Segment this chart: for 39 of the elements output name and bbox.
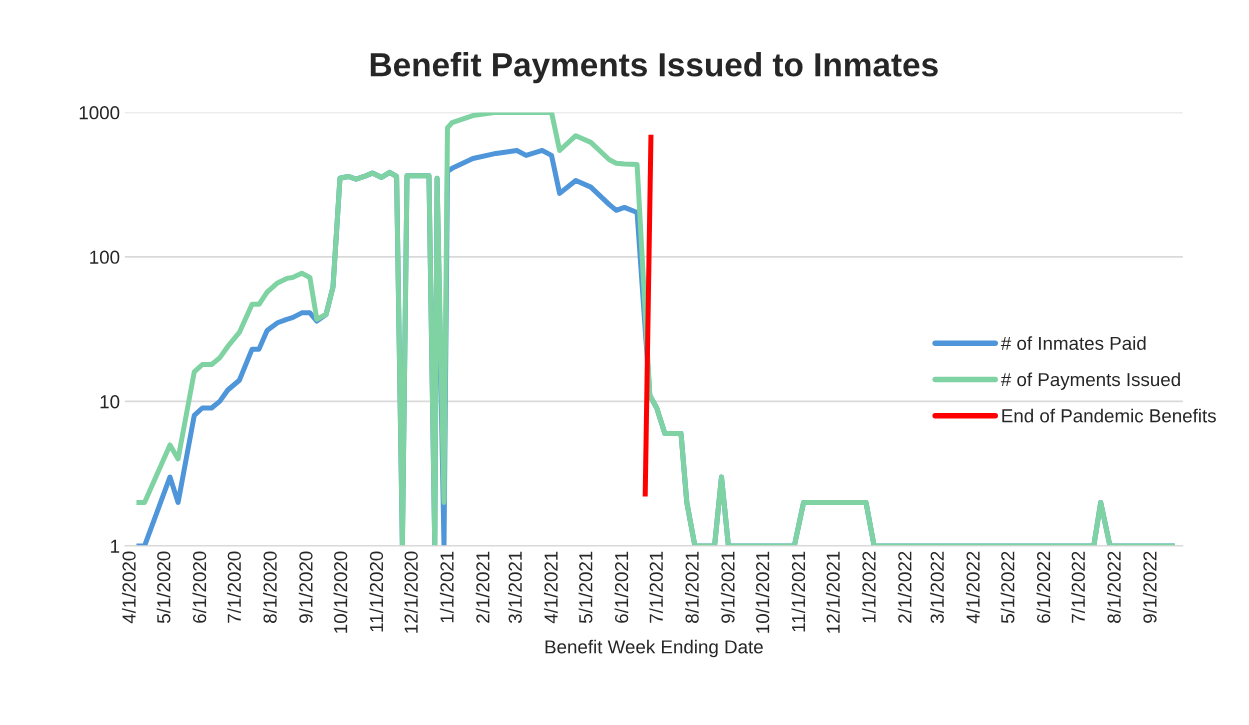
x-tick-label: 4/1/2022	[965, 551, 980, 624]
x-tick-label: 9/1/2021	[720, 551, 735, 623]
x-tick-label: 3/1/2022	[930, 551, 944, 624]
x-tick-label: 2/1/2022	[897, 551, 912, 623]
x-tick-label: 4/1/2021	[543, 551, 558, 624]
x-tick-label: 6/1/2022	[1036, 551, 1051, 623]
x-tick-label: 8/1/2022	[1107, 551, 1121, 623]
y-tick-label: 10	[100, 395, 120, 409]
x-tick-label: 11/1/2021	[791, 551, 806, 632]
x-tick-label: 9/1/2022	[1142, 551, 1157, 623]
x-tick-label: 7/1/2020	[227, 551, 241, 623]
x-tick-label: 12/1/2021	[826, 551, 840, 633]
y-tick-label: 100	[90, 250, 120, 264]
x-tick-label: 1/1/2022	[861, 551, 876, 623]
x-tick-label: 10/1/2021	[755, 551, 770, 633]
x-tick-label: 1/1/2021	[439, 551, 454, 623]
legend-label: End of Pandemic Benefits	[1002, 408, 1216, 423]
x-tick-label: 7/1/2021	[649, 551, 663, 623]
x-tick-label: 7/1/2022	[1071, 551, 1085, 623]
x-tick-label: 9/1/2020	[298, 551, 313, 623]
x-tick-label: 5/1/2020	[156, 551, 171, 624]
x-tick-label: 5/1/2021	[578, 551, 593, 624]
chart-title: Benefit Payments Issued to Inmates	[370, 52, 938, 84]
legend-label: # of Inmates Paid	[1000, 336, 1146, 350]
x-axis-title: Benefit Week Ending Date	[545, 639, 763, 658]
x-tick-label: 10/1/2020	[333, 551, 348, 633]
x-tick-label: 8/1/2021	[685, 551, 699, 623]
y-tick-label: 1000	[79, 106, 120, 120]
x-tick-label: 3/1/2021	[508, 551, 522, 624]
x-tick-label: 4/1/2020	[121, 551, 136, 624]
x-tick-label: 2/1/2021	[475, 551, 490, 623]
x-tick-label: 5/1/2022	[1000, 551, 1015, 624]
x-tick-label: 8/1/2020	[263, 551, 277, 623]
x-tick-label: 6/1/2020	[192, 551, 207, 623]
x-tick-label: 6/1/2021	[614, 551, 629, 623]
legend-label: # of Payments Issued	[1000, 372, 1180, 390]
x-tick-label: 12/1/2020	[404, 551, 418, 633]
x-tick-label: 11/1/2020	[369, 551, 384, 632]
y-tick-label: 1	[111, 539, 120, 553]
